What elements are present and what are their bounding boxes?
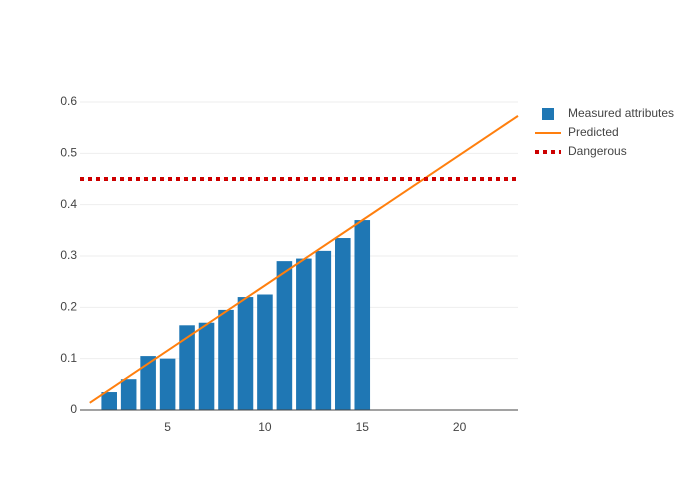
bar — [159, 358, 176, 410]
x-tick-label: 15 — [356, 420, 370, 434]
bar — [218, 309, 234, 410]
bar — [198, 322, 215, 410]
bar — [257, 294, 273, 410]
bar — [179, 325, 195, 410]
legend-label: Measured attributes — [568, 106, 674, 120]
y-tick-label: 0 — [70, 402, 77, 416]
line — [89, 115, 519, 404]
y-tick-label: 0.5 — [60, 146, 77, 160]
y-tick-label: 0.1 — [60, 351, 77, 365]
y-tick-label: 0.2 — [60, 300, 77, 314]
bar — [296, 258, 312, 410]
bar — [140, 356, 156, 410]
bar — [120, 379, 137, 410]
x-tick-label: 10 — [258, 420, 272, 434]
bar — [335, 238, 351, 410]
y-tick-label: 0.4 — [60, 197, 77, 211]
legend-swatch — [542, 108, 554, 120]
legend-label: Predicted — [568, 125, 619, 139]
x-tick-label: 5 — [164, 420, 171, 434]
y-tick-label: 0.6 — [60, 94, 77, 108]
y-tick-label: 0.3 — [60, 248, 77, 262]
bar — [354, 220, 371, 410]
x-tick-label: 20 — [453, 420, 467, 434]
bar — [237, 297, 254, 410]
bar — [276, 261, 293, 410]
bar — [315, 250, 332, 410]
legend-label: Dangerous — [568, 144, 627, 158]
bar — [101, 392, 117, 410]
